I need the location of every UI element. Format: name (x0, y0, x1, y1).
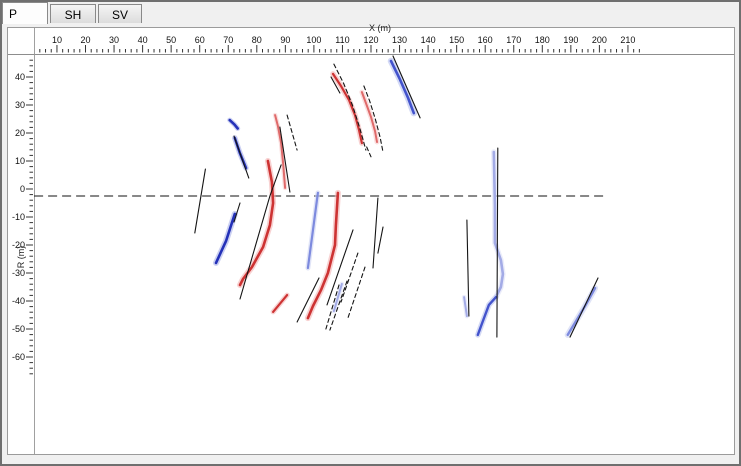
plot-frame: R (m) (7, 27, 735, 455)
plot-canvas[interactable] (35, 55, 734, 454)
horizontal-ruler (35, 28, 734, 55)
tab-p[interactable]: P (2, 2, 48, 24)
y-axis-title: R (m) (16, 245, 26, 269)
tab-sh[interactable]: SH (50, 4, 96, 23)
ruler-corner-box (8, 28, 35, 55)
tab-bar: P SH SV (2, 2, 739, 26)
tab-sv[interactable]: SV (98, 4, 142, 23)
